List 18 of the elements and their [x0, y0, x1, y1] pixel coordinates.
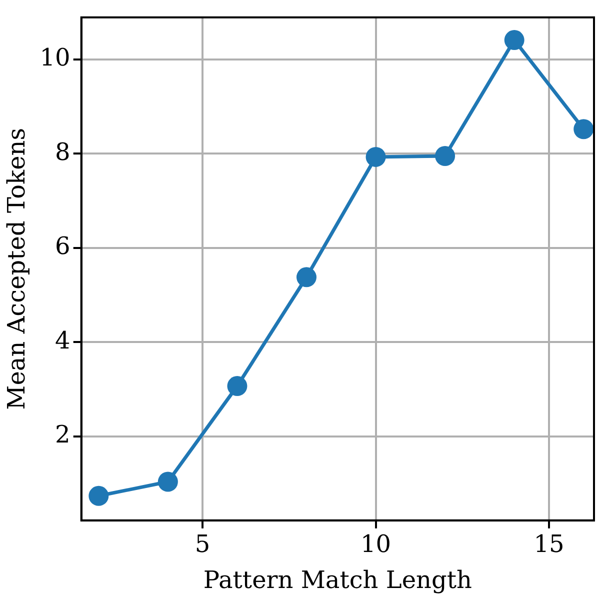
x-axis-title: Pattern Match Length: [203, 566, 472, 594]
point: [504, 30, 524, 50]
y-tick-label: 10: [40, 44, 70, 72]
point: [227, 376, 248, 396]
y-tick-label: 4: [55, 326, 70, 354]
point: [296, 267, 316, 288]
point: [88, 486, 109, 506]
point: [366, 146, 386, 167]
y-axis-title: Mean Accepted Tokens: [2, 128, 31, 410]
y-tick-label: 6: [55, 232, 70, 260]
x-tick-label: 10: [360, 530, 392, 558]
x-tick-label: 15: [534, 530, 564, 558]
y-tick-label: 8: [55, 138, 70, 166]
y-tick-label: 2: [55, 420, 70, 449]
point: [158, 472, 178, 492]
x-tick-label: 5: [194, 530, 210, 558]
point: [574, 119, 594, 140]
point: [435, 146, 456, 166]
